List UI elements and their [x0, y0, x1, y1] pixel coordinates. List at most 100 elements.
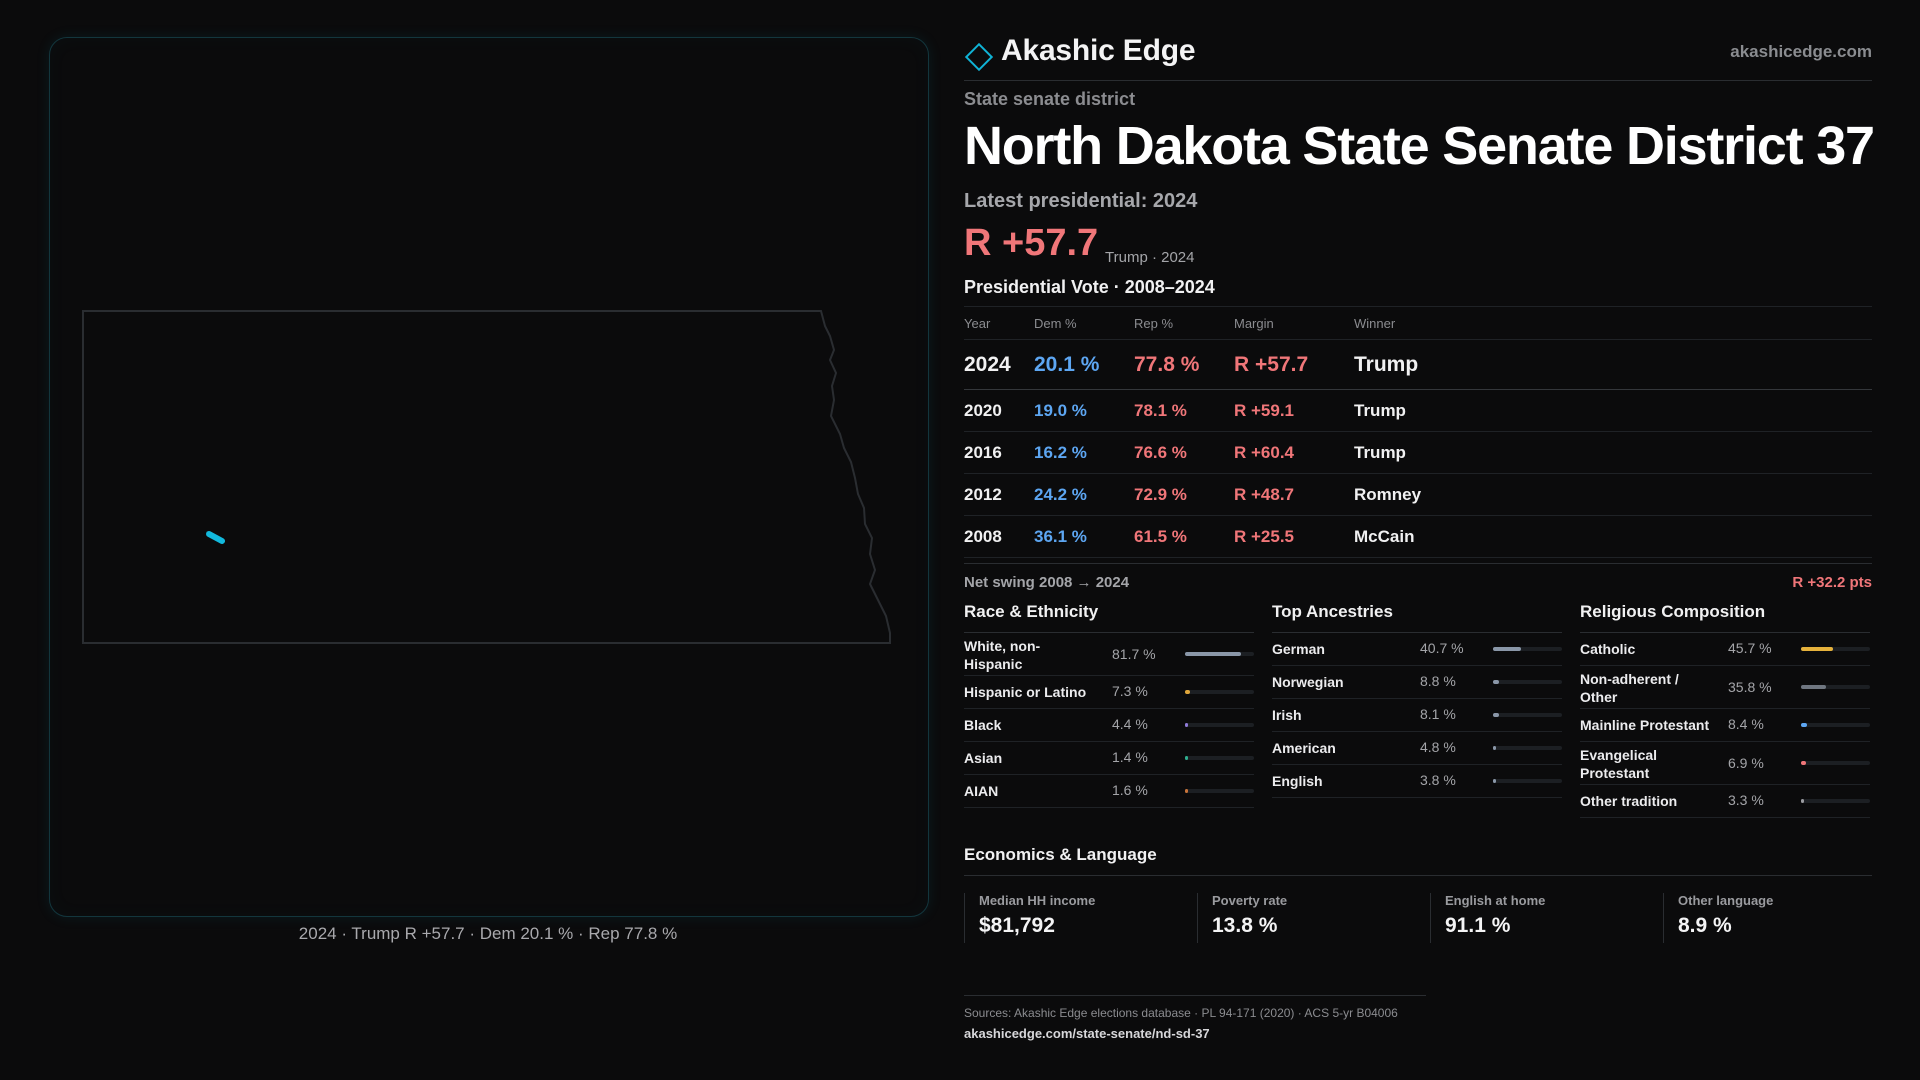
brand-url-link[interactable]: akashicedge.com — [1730, 42, 1872, 61]
presidential-heading: Presidential Vote · 2008–2024 — [964, 277, 1215, 297]
stat-label: Poverty rate — [1212, 893, 1288, 908]
item-percent: 8.8 % — [1420, 673, 1456, 689]
table-row[interactable]: 2012 24.2 % 72.9 % R +48.7 Romney — [964, 473, 1872, 516]
item-percent: 7.3 % — [1112, 683, 1148, 699]
stat-label: Other language — [1678, 893, 1774, 908]
list-item[interactable]: English 3.8 % — [1272, 765, 1562, 798]
list-item[interactable]: Hispanic or Latino 7.3 % — [964, 676, 1254, 709]
north-dakota-outline — [82, 310, 891, 644]
item-bar-fill — [1801, 723, 1807, 727]
map-panel[interactable] — [49, 37, 929, 917]
list-item[interactable]: Black 4.4 % — [964, 709, 1254, 742]
item-bar — [1493, 647, 1562, 651]
column-header-dem: Dem % — [1034, 306, 1134, 340]
cell-dem: 19.0 % — [1034, 389, 1134, 432]
item-bar-fill — [1185, 690, 1190, 694]
brand-name[interactable]: Akashic Edge — [1001, 34, 1196, 67]
table-row[interactable]: 2024 20.1 % 77.8 % R +57.7 Trump — [964, 339, 1872, 390]
stat-value: 91.1 % — [1445, 914, 1511, 937]
stat-english-at-home: English at home 91.1 % — [1430, 893, 1655, 943]
item-label: Black — [964, 717, 1002, 733]
item-percent: 3.3 % — [1728, 792, 1764, 808]
state-map[interactable] — [50, 38, 928, 916]
list-item[interactable]: Mainline Protestant 8.4 % — [1580, 709, 1870, 742]
column-header-year: Year — [964, 306, 1034, 340]
sources-line: Sources: Akashic Edge elections database… — [964, 1006, 1398, 1020]
list-item[interactable]: AIAN 1.6 % — [964, 775, 1254, 808]
table-row[interactable]: 2008 36.1 % 61.5 % R +25.5 McCain — [964, 515, 1872, 558]
table-header-row: Year Dem % Rep % Margin Winner — [964, 306, 1872, 340]
list-item[interactable]: German 40.7 % — [1272, 633, 1562, 666]
stat-label: English at home — [1445, 893, 1546, 908]
ancestry-section: Top Ancestries German 40.7 % Norwegian 8… — [1272, 602, 1562, 798]
item-bar-fill — [1493, 779, 1496, 783]
cell-winner: Trump — [1354, 431, 1872, 474]
item-percent: 81.7 % — [1112, 646, 1156, 662]
district-shape[interactable] — [206, 531, 225, 544]
cell-dem: 20.1 % — [1034, 339, 1134, 390]
column-header-margin: Margin — [1234, 306, 1354, 340]
item-percent: 40.7 % — [1420, 640, 1464, 656]
map-caption: 2024 · Trump R +57.7 · Dem 20.1 % · Rep … — [298, 924, 678, 943]
item-label: Norwegian — [1272, 674, 1344, 690]
item-label: Other tradition — [1580, 793, 1678, 809]
stat-value: 8.9 % — [1678, 914, 1732, 937]
item-bar — [1185, 756, 1254, 760]
latest-presidential-label: Latest presidential: 2024 — [964, 190, 1198, 212]
net-swing-label: Net swing 2008 → 2024 — [964, 574, 1130, 591]
list-item[interactable]: Catholic 45.7 % — [1580, 633, 1870, 666]
item-bar — [1801, 647, 1870, 651]
item-bar-fill — [1185, 789, 1188, 793]
item-percent: 8.4 % — [1728, 716, 1764, 732]
cell-year: 2024 — [964, 339, 1034, 390]
item-percent: 8.1 % — [1420, 706, 1456, 722]
cell-year: 2020 — [964, 389, 1034, 432]
list-item[interactable]: White, non-Hispanic 81.7 % — [964, 633, 1254, 676]
item-bar — [1185, 690, 1254, 694]
item-percent: 35.8 % — [1728, 679, 1772, 695]
latest-margin-subtitle: Trump · 2024 — [1105, 249, 1195, 266]
item-percent: 3.8 % — [1420, 772, 1456, 788]
item-label: American — [1272, 740, 1336, 756]
item-bar-fill — [1493, 647, 1521, 651]
item-bar — [1801, 685, 1870, 689]
cell-rep: 72.9 % — [1134, 473, 1234, 516]
table-row[interactable]: 2020 19.0 % 78.1 % R +59.1 Trump — [964, 389, 1872, 432]
list-item[interactable]: Other tradition 3.3 % — [1580, 785, 1870, 818]
item-bar-fill — [1801, 799, 1804, 803]
list-item[interactable]: Irish 8.1 % — [1272, 699, 1562, 732]
ancestry-heading: Top Ancestries — [1272, 602, 1562, 633]
item-bar — [1493, 680, 1562, 684]
cell-rep: 78.1 % — [1134, 389, 1234, 432]
brand-header: Akashic Edge akashicedge.com — [964, 30, 1872, 81]
stat-value: $81,792 — [979, 914, 1055, 937]
cell-winner: Romney — [1354, 473, 1872, 516]
net-swing-row: Net swing 2008 → 2024 R +32.2 pts — [964, 563, 1872, 596]
stat-label: Median HH income — [979, 893, 1096, 908]
list-item[interactable]: Evangelical Protestant 6.9 % — [1580, 742, 1870, 785]
item-bar — [1493, 746, 1562, 750]
list-item[interactable]: Asian 1.4 % — [964, 742, 1254, 775]
cell-winner: McCain — [1354, 515, 1872, 558]
item-percent: 6.9 % — [1728, 755, 1764, 771]
item-bar-fill — [1185, 652, 1241, 656]
cell-rep: 61.5 % — [1134, 515, 1234, 558]
stat-other-language: Other language 8.9 % — [1663, 893, 1888, 943]
sources-link[interactable]: akashicedge.com/state-senate/nd-sd-37 — [964, 1026, 1210, 1041]
item-label: Mainline Protestant — [1580, 717, 1710, 733]
cell-margin: R +25.5 — [1234, 515, 1354, 558]
district-kind: State senate district — [964, 89, 1136, 109]
cell-dem: 16.2 % — [1034, 431, 1134, 474]
item-label: Catholic — [1580, 641, 1636, 657]
list-item[interactable]: Non-adherent / Other 35.8 % — [1580, 666, 1870, 709]
item-label: White, non-Hispanic — [964, 638, 1041, 672]
item-bar — [1801, 723, 1870, 727]
stat-value: 13.8 % — [1212, 914, 1278, 937]
stat-poverty-rate: Poverty rate 13.8 % — [1197, 893, 1422, 943]
item-label: Non-adherent / Other — [1580, 671, 1679, 705]
cell-year: 2016 — [964, 431, 1034, 474]
item-label: German — [1272, 641, 1325, 657]
table-row[interactable]: 2016 16.2 % 76.6 % R +60.4 Trump — [964, 431, 1872, 474]
list-item[interactable]: American 4.8 % — [1272, 732, 1562, 765]
list-item[interactable]: Norwegian 8.8 % — [1272, 666, 1562, 699]
